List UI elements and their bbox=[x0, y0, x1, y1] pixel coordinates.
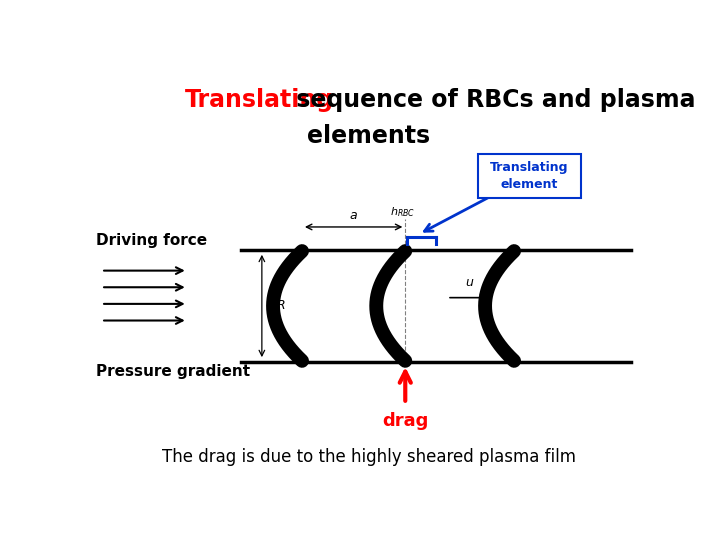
Text: $u$: $u$ bbox=[465, 276, 474, 289]
Text: Driving force: Driving force bbox=[96, 233, 207, 248]
Text: The drag is due to the highly sheared plasma film: The drag is due to the highly sheared pl… bbox=[162, 448, 576, 466]
Text: Translating
element: Translating element bbox=[490, 161, 569, 191]
FancyBboxPatch shape bbox=[478, 154, 581, 198]
Text: drag: drag bbox=[382, 412, 428, 430]
Text: $2R$: $2R$ bbox=[269, 300, 286, 313]
Text: $a$: $a$ bbox=[349, 209, 358, 222]
Text: Translating: Translating bbox=[185, 87, 334, 112]
Text: elements: elements bbox=[307, 124, 431, 148]
Text: Pressure gradient: Pressure gradient bbox=[96, 364, 250, 379]
Text: $h_{RBC}$: $h_{RBC}$ bbox=[390, 205, 415, 219]
Text: sequence of RBCs and plasma: sequence of RBCs and plasma bbox=[288, 87, 696, 112]
